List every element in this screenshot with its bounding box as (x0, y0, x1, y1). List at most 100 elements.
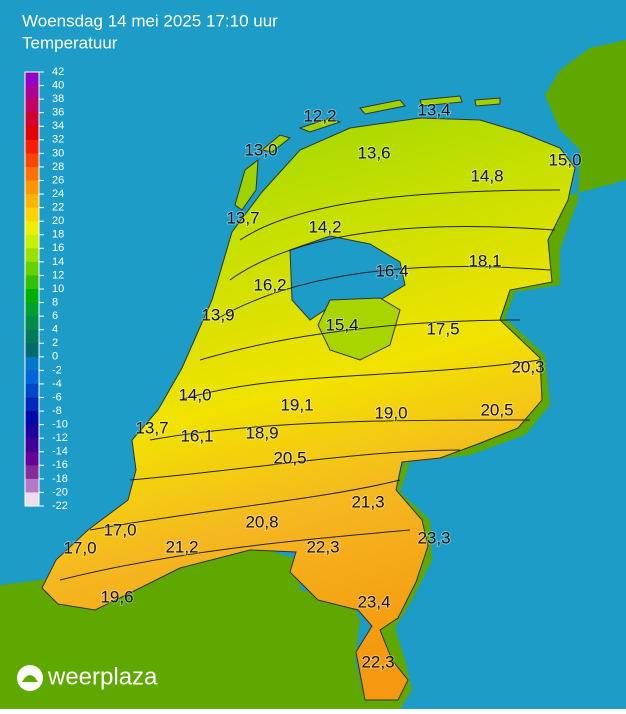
legend-band (25, 99, 39, 114)
station-temperature: 18,1 (468, 251, 501, 270)
legend-label: 6 (52, 310, 58, 322)
station-temperature: 20,8 (245, 512, 278, 531)
title: Woensdag 14 mei 2025 17:10 uur (22, 11, 278, 30)
legend-label: -8 (52, 405, 62, 417)
legend-label: 2 (52, 337, 58, 349)
legend-label: 24 (52, 188, 64, 200)
station-temperature: 14,2 (308, 217, 341, 236)
legend-label: -4 (52, 378, 62, 390)
legend-band (25, 248, 39, 263)
legend-band (25, 194, 39, 209)
legend-band (25, 261, 39, 276)
legend-label: -14 (52, 446, 68, 458)
legend-band (25, 356, 39, 371)
legend-band (25, 72, 39, 87)
legend-label: 8 (52, 296, 58, 308)
legend-label: 16 (52, 242, 64, 254)
wadden-islands (234, 95, 501, 211)
legend-label: 34 (52, 120, 64, 132)
legend-band (25, 424, 39, 439)
legend-band (25, 221, 39, 236)
legend-label: 28 (52, 161, 64, 173)
station-temperature: 21,3 (351, 492, 384, 511)
station-temperature: 13,9 (201, 305, 234, 324)
station-temperature: 15,4 (325, 315, 358, 334)
station-temperature: 21,2 (165, 537, 198, 556)
legend-band (25, 289, 39, 304)
legend-label: 42 (52, 66, 64, 78)
legend-label: 10 (52, 283, 64, 295)
legend-band (25, 302, 39, 317)
station-temperature: 20,5 (273, 448, 306, 467)
legend-label: 0 (52, 351, 58, 363)
station-temperature: 14,0 (178, 385, 211, 404)
legend-band (25, 234, 39, 249)
legend-band (25, 383, 39, 398)
legend-band (25, 275, 39, 290)
legend-label: -20 (52, 486, 68, 498)
station-temperature: 19,1 (280, 395, 313, 414)
legend-label: 40 (52, 79, 64, 91)
station-temperature: 19,0 (374, 403, 407, 422)
subtitle: Temperatuur (22, 33, 118, 52)
legend-band (25, 180, 39, 195)
neighbour-land (0, 40, 626, 709)
legend-label: -16 (52, 459, 68, 471)
legend-band (25, 438, 39, 453)
legend-label: 20 (52, 215, 64, 227)
station-temperature: 20,5 (480, 400, 513, 419)
legend-label: 32 (52, 134, 64, 146)
legend-label: -22 (52, 500, 68, 512)
legend-label: 18 (52, 229, 64, 241)
legend-band (25, 126, 39, 141)
logo: weerplaza (47, 663, 158, 690)
netherlands (41, 117, 576, 701)
station-temperature: 22,3 (361, 652, 394, 671)
stations: 12,2 13,4 13,0 13,6 15,0 14,8 13,7 14,2 16,4 18,1… (62, 99, 582, 672)
station-temperature: 23,3 (417, 528, 450, 547)
legend-band (25, 370, 39, 385)
legend-band (25, 153, 39, 168)
station-temperature: 14,8 (470, 166, 503, 185)
legend-label: 36 (52, 107, 64, 119)
legend-label: 4 (52, 324, 58, 336)
station-temperature: 17,0 (63, 538, 96, 557)
legend-band (25, 451, 39, 466)
legend-band (25, 139, 39, 154)
legend-band (25, 166, 39, 181)
legend: 424038363432302826242220181614121086420-… (24, 66, 68, 512)
legend-band (25, 465, 39, 480)
station-temperature: 15,0 (548, 150, 581, 169)
legend-band (25, 411, 39, 426)
station-temperature: 17,0 (103, 520, 136, 539)
legend-band (25, 343, 39, 358)
legend-label: -10 (52, 419, 68, 431)
legend-label: 30 (52, 147, 64, 159)
station-temperature: 12,2 (303, 106, 336, 125)
legend-band (25, 329, 39, 344)
station-temperature: 23,4 (357, 592, 390, 611)
legend-label: -6 (52, 391, 62, 403)
legend-label: -18 (52, 473, 68, 485)
station-temperature: 16,4 (375, 261, 408, 280)
station-temperature: 17,5 (426, 319, 459, 338)
legend-band (25, 207, 39, 222)
legend-band (25, 492, 39, 507)
legend-label: 14 (52, 256, 64, 268)
station-temperature: 20,3 (511, 357, 544, 376)
legend-label: -12 (52, 432, 68, 444)
station-temperature: 13,6 (357, 143, 390, 162)
station-temperature: 18,9 (245, 423, 278, 442)
station-temperature: 19,6 (100, 587, 133, 606)
station-temperature: 16,1 (180, 426, 213, 445)
legend-band (25, 85, 39, 100)
station-temperature: 13,7 (135, 418, 168, 437)
legend-label: 12 (52, 269, 64, 281)
legend-label: 26 (52, 174, 64, 186)
legend-label: 22 (52, 202, 64, 214)
station-temperature: 22,3 (306, 537, 339, 556)
station-temperature: 16,2 (253, 275, 286, 294)
legend-label: 38 (52, 93, 64, 105)
legend-band (25, 478, 39, 493)
